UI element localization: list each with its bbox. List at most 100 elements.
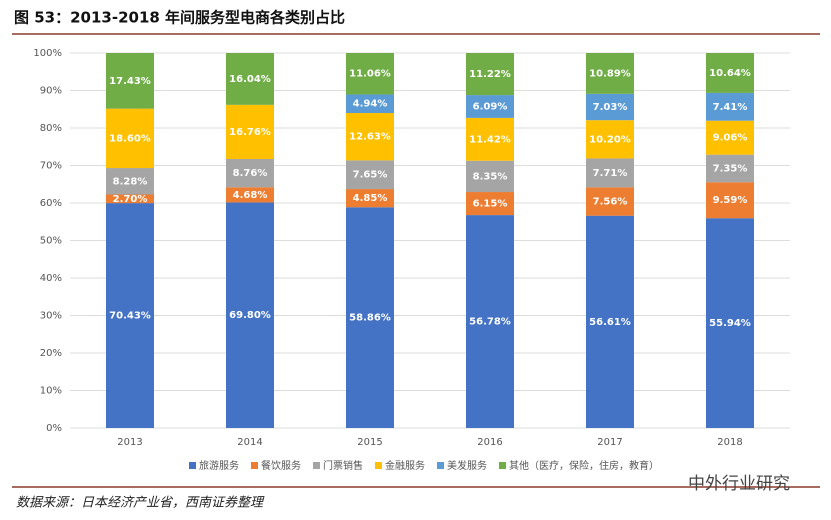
data-label: 11.42% bbox=[469, 134, 511, 145]
legend-label: 美发服务 bbox=[447, 459, 487, 472]
data-label: 8.28% bbox=[113, 176, 148, 187]
bar-segment bbox=[586, 187, 634, 216]
legend-swatch bbox=[375, 462, 382, 469]
data-label: 8.76% bbox=[233, 168, 268, 179]
data-label: 55.94% bbox=[709, 318, 751, 329]
watermark: 中外行业研究 bbox=[688, 474, 790, 494]
bar-segment bbox=[226, 104, 274, 159]
x-tick-label: 2013 bbox=[117, 437, 142, 448]
legend-label: 金融服务 bbox=[385, 459, 425, 472]
data-label: 11.22% bbox=[469, 69, 511, 80]
bar-segment bbox=[586, 53, 634, 94]
y-tick-label: 100% bbox=[33, 48, 62, 59]
bar-segment bbox=[226, 53, 274, 105]
data-label: 70.43% bbox=[109, 311, 151, 322]
y-tick-label: 50% bbox=[40, 236, 62, 247]
data-label: 4.68% bbox=[233, 190, 268, 201]
data-label: 11.06% bbox=[349, 69, 391, 80]
bar-segment bbox=[466, 95, 514, 118]
y-tick-label: 0% bbox=[46, 423, 62, 434]
y-tick-label: 30% bbox=[40, 311, 62, 322]
bar-segment bbox=[226, 158, 274, 188]
data-label: 7.71% bbox=[593, 168, 628, 179]
bar-segment bbox=[346, 94, 394, 114]
data-label: 7.65% bbox=[353, 170, 388, 181]
data-label: 6.09% bbox=[473, 101, 508, 112]
data-label: 2.70% bbox=[113, 194, 148, 205]
legend-label: 餐饮服务 bbox=[261, 459, 301, 472]
data-label: 9.59% bbox=[713, 195, 748, 206]
data-label: 69.80% bbox=[229, 310, 271, 321]
bar-segment bbox=[466, 117, 514, 161]
data-label: 12.63% bbox=[349, 132, 391, 143]
bar-segment bbox=[226, 202, 274, 428]
data-label: 6.15% bbox=[473, 199, 508, 210]
data-label: 16.04% bbox=[229, 74, 271, 85]
bar-segment bbox=[706, 92, 754, 121]
legend-swatch bbox=[251, 462, 258, 469]
legend-label: 旅游服务 bbox=[199, 459, 239, 472]
x-tick-label: 2016 bbox=[477, 437, 502, 448]
data-label: 7.56% bbox=[593, 197, 628, 208]
bar-segment bbox=[346, 207, 394, 428]
data-label: 16.76% bbox=[229, 127, 271, 138]
y-tick-label: 40% bbox=[40, 273, 62, 284]
data-label: 58.86% bbox=[349, 313, 391, 324]
legend-swatch bbox=[437, 462, 444, 469]
bar-segment bbox=[706, 120, 754, 155]
bar-segment bbox=[106, 203, 154, 428]
y-tick-label: 90% bbox=[40, 86, 62, 97]
bar-segment bbox=[346, 189, 394, 208]
bar-segment bbox=[346, 113, 394, 161]
legend-label: 门票销售 bbox=[323, 459, 363, 472]
data-label: 7.35% bbox=[713, 163, 748, 174]
y-tick-label: 70% bbox=[40, 161, 62, 172]
x-tick-label: 2018 bbox=[717, 437, 742, 448]
legend-label: 其他（医疗，保险，住房，教育） bbox=[509, 459, 659, 472]
bar-segment bbox=[226, 187, 274, 203]
bar-segment bbox=[586, 215, 634, 428]
x-tick-label: 2014 bbox=[237, 437, 262, 448]
data-label: 56.78% bbox=[469, 317, 511, 328]
bar-segment bbox=[106, 194, 154, 204]
data-label: 9.06% bbox=[713, 133, 748, 144]
bar-segment bbox=[346, 53, 394, 95]
source: 数据来源：日本经济产业省，西南证券整理 bbox=[16, 496, 265, 511]
bar-segment bbox=[346, 160, 394, 190]
y-tick-label: 80% bbox=[40, 123, 62, 134]
bar-segment bbox=[466, 53, 514, 96]
legend-swatch bbox=[499, 462, 506, 469]
bar-segment bbox=[586, 158, 634, 188]
data-label: 17.43% bbox=[109, 76, 151, 87]
data-label: 7.41% bbox=[713, 102, 748, 113]
bar-segment bbox=[106, 53, 154, 109]
bar-segment bbox=[106, 108, 154, 169]
data-label: 8.35% bbox=[473, 171, 508, 182]
bar-segment bbox=[586, 120, 634, 159]
bar-segment bbox=[706, 154, 754, 183]
bar-segment bbox=[706, 182, 754, 219]
data-label: 4.85% bbox=[353, 193, 388, 204]
bar-segment bbox=[106, 168, 154, 195]
data-label: 18.60% bbox=[109, 133, 151, 144]
y-tick-label: 10% bbox=[40, 386, 62, 397]
bar-segment bbox=[706, 53, 754, 93]
data-label: 56.61% bbox=[589, 317, 631, 328]
x-tick-label: 2017 bbox=[597, 437, 622, 448]
bar-segment bbox=[466, 160, 514, 193]
data-label: 10.20% bbox=[589, 134, 631, 145]
legend-swatch bbox=[313, 462, 320, 469]
data-label: 10.89% bbox=[589, 68, 631, 79]
bar-segment bbox=[466, 215, 514, 428]
chart-title: 图 53：2013-2018 年间服务型电商各类别占比 bbox=[14, 9, 345, 27]
y-tick-label: 20% bbox=[40, 348, 62, 359]
data-label: 4.94% bbox=[353, 99, 388, 110]
legend-swatch bbox=[189, 462, 196, 469]
bar-segment bbox=[706, 218, 754, 428]
bar-segment bbox=[586, 93, 634, 121]
data-label: 7.03% bbox=[593, 102, 628, 113]
bar-segment bbox=[466, 192, 514, 216]
data-label: 10.64% bbox=[709, 68, 751, 79]
x-tick-label: 2015 bbox=[357, 437, 382, 448]
